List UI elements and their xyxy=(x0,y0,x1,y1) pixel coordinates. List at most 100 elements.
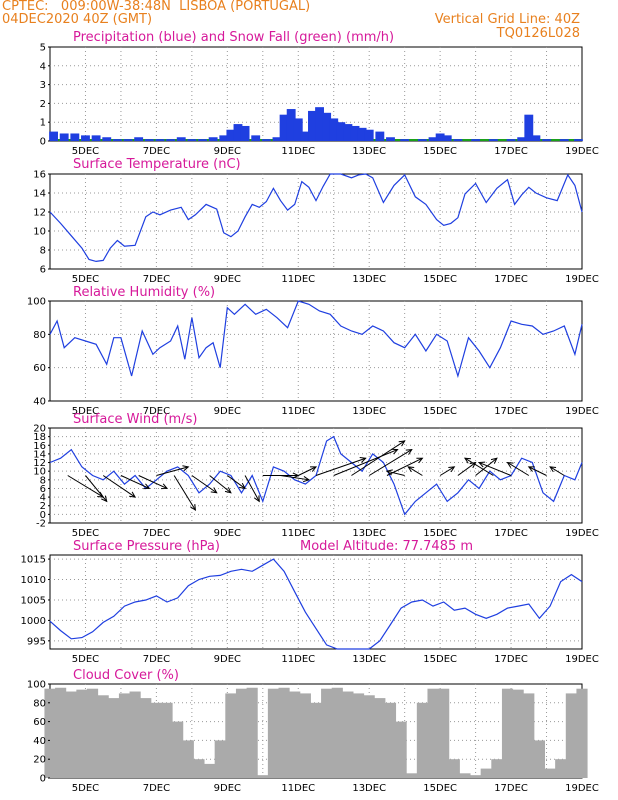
precip-bar xyxy=(524,114,534,141)
cloud-bar xyxy=(225,693,237,778)
precip-bar xyxy=(322,112,332,141)
series-line xyxy=(49,435,583,516)
y-tick-label: 1005 xyxy=(21,595,46,606)
panel-title: Surface Temperature (nC) xyxy=(73,157,241,172)
precip-bar xyxy=(102,137,112,141)
series-line xyxy=(49,300,583,379)
y-tick-label: 10 xyxy=(33,467,46,478)
x-tick-label: 17DEC xyxy=(494,783,528,794)
wind-vector-head xyxy=(463,457,471,464)
wind-vector xyxy=(138,475,168,489)
x-tick-label: 15DEC xyxy=(423,274,457,285)
wind-vector xyxy=(464,457,494,476)
x-tick-label: 9DEC xyxy=(214,146,241,157)
x-tick-label: 13DEC xyxy=(352,274,386,285)
precip-bar xyxy=(49,131,58,141)
wind-vector xyxy=(475,457,498,476)
x-tick-label: 9DEC xyxy=(214,528,241,539)
wind-vector-head xyxy=(101,495,108,503)
precip-bar xyxy=(315,107,324,141)
cloud-bar xyxy=(501,688,514,778)
x-tick-label: 15DEC xyxy=(423,146,457,157)
wind-vector-head xyxy=(478,461,486,468)
y-tick-label: 40 xyxy=(33,736,46,747)
wind-vector xyxy=(298,466,317,476)
y-tick-label: 8 xyxy=(40,246,46,257)
precip-bar xyxy=(219,135,229,141)
model-altitude-label: Model Altitude: 77.7485 m xyxy=(300,539,473,554)
precip-bar xyxy=(279,114,289,141)
precip-bar xyxy=(364,129,374,141)
wind-vector-head xyxy=(182,465,190,472)
wind-vector xyxy=(315,457,366,476)
y-tick-label: 1 xyxy=(40,118,46,129)
wind-vector xyxy=(478,462,512,476)
wind-vector-head xyxy=(448,466,456,473)
cloud-bar xyxy=(108,698,120,778)
wind-vector xyxy=(173,475,196,511)
wind-vector-head xyxy=(549,466,557,473)
cloud-bar xyxy=(416,702,428,778)
y-tick-label: 80 xyxy=(33,330,46,341)
cloud-bar xyxy=(352,693,365,778)
wind-vector xyxy=(333,449,398,476)
y-tick-label: 995 xyxy=(27,636,46,647)
precip-bar xyxy=(559,139,569,141)
x-tick-label: 7DEC xyxy=(143,274,170,285)
y-tick-label: 60 xyxy=(33,717,46,728)
cloud-bar xyxy=(448,759,460,778)
x-tick-label: 11DEC xyxy=(281,406,315,417)
wind-vector xyxy=(67,475,104,498)
precip-bar xyxy=(574,139,583,141)
wind-vector-head xyxy=(398,440,406,447)
wind-vector xyxy=(244,475,260,502)
precip-bar xyxy=(435,133,445,141)
cloud-bar xyxy=(523,693,535,778)
cloud-bar xyxy=(97,695,109,778)
wind-vector-head xyxy=(129,491,137,498)
plot-frame xyxy=(49,554,583,650)
wind-vector-head xyxy=(469,461,477,469)
wind-vector xyxy=(351,440,405,476)
x-tick-label: 7DEC xyxy=(143,528,170,539)
wind-vector-head xyxy=(359,457,367,463)
cloud-bar xyxy=(204,763,216,778)
x-tick-label: 15DEC xyxy=(423,654,457,665)
wind-vector-head xyxy=(190,504,197,512)
x-tick-label: 7DEC xyxy=(143,406,170,417)
y-tick-label: 14 xyxy=(33,189,46,200)
precip-bar xyxy=(251,135,261,141)
y-tick-label: 10 xyxy=(33,227,46,238)
x-tick-label: 15DEC xyxy=(423,528,457,539)
precip-bar xyxy=(208,137,218,141)
wind-vector-head xyxy=(303,476,311,483)
plot-frame xyxy=(49,300,583,402)
precip-bar xyxy=(386,137,395,141)
precip-bar xyxy=(166,139,176,141)
x-tick-label: 5DEC xyxy=(72,654,99,665)
precip-bar xyxy=(112,139,122,141)
cloud-bar xyxy=(395,721,407,778)
cloud-bar xyxy=(278,687,290,778)
x-tick-label: 13DEC xyxy=(352,654,386,665)
wind-vector xyxy=(368,449,413,476)
cloud-bar xyxy=(76,689,88,778)
cloud-bar xyxy=(363,695,375,778)
y-tick-label: 8 xyxy=(40,475,46,486)
precip-bar xyxy=(517,137,527,141)
panel-title: Precipitation (blue) and Snow Fall (gree… xyxy=(73,30,394,45)
y-tick-label: 16 xyxy=(33,170,46,181)
y-tick-label: 0 xyxy=(40,510,46,521)
x-tick-label: 13DEC xyxy=(352,146,386,157)
cloud-bar xyxy=(246,687,258,778)
wind-vector xyxy=(280,475,309,481)
series-line xyxy=(49,173,583,263)
cloud-bar xyxy=(118,693,131,778)
cloud-bar xyxy=(384,702,397,778)
cloud-bar xyxy=(544,768,556,778)
x-tick-label: 19DEC xyxy=(565,146,599,157)
wind-vector-head xyxy=(309,466,318,472)
y-tick-label: 2 xyxy=(40,99,46,110)
cloud-bar xyxy=(342,691,354,778)
